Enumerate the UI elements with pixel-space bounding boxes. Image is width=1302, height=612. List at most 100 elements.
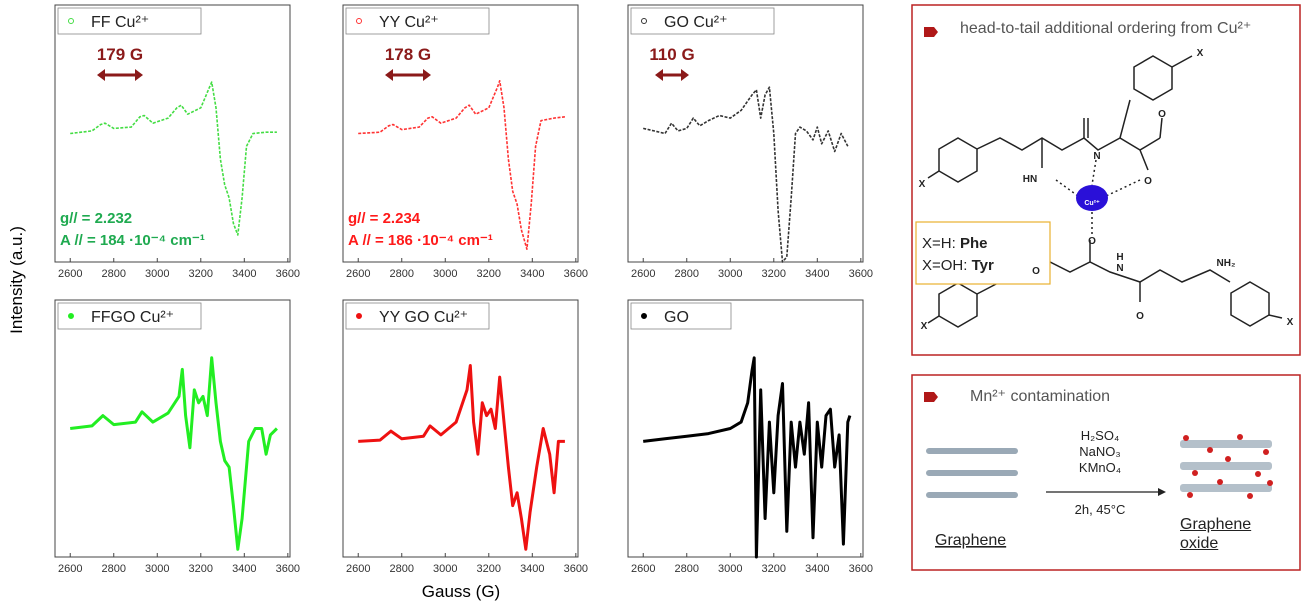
x-tick-label: 2800: [675, 268, 699, 280]
plot-frame: [342, 4, 579, 263]
key-line: X=H: Phe: [922, 235, 987, 252]
atom-label: N: [1093, 151, 1100, 162]
plot-frame: [627, 4, 864, 263]
x-tick-label: 2600: [346, 563, 370, 575]
graphene-oxide-image: [1180, 434, 1273, 499]
coordination-bonds: [1055, 159, 1141, 235]
panel-border: [911, 4, 1301, 356]
g-factor: g// = 2.232: [60, 210, 132, 227]
x-tick-label: 3600: [276, 563, 300, 575]
reagent: H₂SO₄: [1081, 428, 1120, 443]
x-tick-label: 3400: [805, 268, 829, 280]
plot-frame: [54, 299, 291, 558]
x-tick-label: 2600: [631, 268, 655, 280]
atom-label: Cu²⁺: [1084, 200, 1100, 207]
spectrum: [643, 356, 852, 559]
legend-box: [630, 7, 775, 35]
x-tick-label: 2800: [102, 563, 126, 575]
x-tick-label: 2800: [675, 563, 699, 575]
spacing-label: 179 G: [97, 45, 143, 64]
legend-label: GO Cu²⁺: [664, 14, 728, 31]
key-part: Phe: [960, 235, 988, 252]
key-box: [915, 221, 1051, 285]
x-tick-label: 3400: [520, 563, 544, 575]
x-tick-label: 3000: [433, 268, 457, 280]
legend-label: YY GO Cu²⁺: [379, 309, 468, 326]
x-tick-label: 3200: [477, 563, 501, 575]
spectrum: [70, 356, 278, 551]
legend-marker: [641, 18, 647, 24]
legend-marker: [356, 18, 362, 24]
key-line: X=OH: Tyr: [922, 257, 994, 274]
plot-frame: [342, 299, 579, 558]
x-tick-label: 3600: [564, 268, 588, 280]
spacing-label: 178 G: [385, 45, 431, 64]
spectrum: [358, 364, 565, 551]
x-tick-label: 2600: [58, 268, 82, 280]
a-factor: A // = 186 ·10⁻⁴ cm⁻¹: [348, 232, 493, 249]
atom-label: O: [1158, 109, 1166, 120]
arrow-head: [1158, 488, 1166, 496]
x-tick-label: 3600: [564, 563, 588, 575]
x-tick-label: 2600: [631, 563, 655, 575]
atom-label: O: [1144, 176, 1152, 187]
x-tick-label: 3200: [189, 268, 213, 280]
ordering-panel: [911, 4, 1301, 356]
conditions: 2h, 45°C: [1075, 502, 1126, 517]
x-tick-label: 3200: [762, 563, 786, 575]
legend-label: FF Cu²⁺: [91, 14, 149, 31]
spectrum: [70, 81, 277, 236]
x-tick-label: 3000: [718, 563, 742, 575]
atom-label: O: [1032, 266, 1040, 277]
bullet: [924, 392, 938, 402]
x-tick-label: 3400: [232, 563, 256, 575]
spectrum: [643, 86, 849, 263]
atom-label: X: [1197, 48, 1204, 59]
key-part: X=H:: [922, 235, 960, 252]
x-tick-label: 3200: [477, 268, 501, 280]
g-factor: g// = 2.234: [348, 210, 421, 227]
atom-label: N: [1116, 263, 1123, 274]
reagent: KMnO₄: [1079, 460, 1121, 475]
x-tick-label: 2600: [58, 563, 82, 575]
legend-marker: [641, 313, 647, 319]
x-tick-label: 3200: [189, 563, 213, 575]
x-tick-label: 3200: [762, 268, 786, 280]
atom-label: X: [921, 321, 928, 332]
atom-label: HN: [1023, 174, 1037, 185]
mn-panel: [911, 374, 1301, 571]
x-tick-label: 3600: [849, 563, 873, 575]
mn-title: Mn²⁺ contamination: [970, 388, 1110, 405]
x-tick-label: 3400: [520, 268, 544, 280]
ordering-title-wrap: head-to-tail additional ordering from Cu…: [960, 20, 1251, 37]
atom-label: X: [1287, 317, 1294, 328]
x-tick-label: 3000: [433, 563, 457, 575]
graphene-image: [926, 448, 1018, 498]
x-tick-label: 3000: [145, 268, 169, 280]
legend-label: YY Cu²⁺: [379, 14, 439, 31]
x-tick-label: 2600: [346, 268, 370, 280]
panel-border: [911, 374, 1301, 571]
legend-box: [57, 302, 202, 330]
legend-box: [345, 7, 490, 35]
a-factor: A // = 184 ·10⁻⁴ cm⁻¹: [60, 232, 205, 249]
product-label: Graphene oxide: [1180, 516, 1252, 552]
arrow-head: [655, 69, 689, 81]
legend-marker: [68, 313, 74, 319]
x-tick-label: 3400: [805, 563, 829, 575]
atom-label: O: [1136, 311, 1144, 322]
start-label: Graphene: [935, 532, 1006, 549]
atom-label: NH₂: [1217, 258, 1236, 269]
legend-box: [57, 7, 202, 35]
x-tick-label: 3400: [232, 268, 256, 280]
legend-box: [630, 302, 732, 330]
legend-label: FFGO Cu²⁺: [91, 309, 174, 326]
legend-marker: [356, 313, 362, 319]
reagent: NaNO₃: [1079, 444, 1120, 459]
key-part: X=OH:: [922, 257, 972, 274]
legend-marker: [68, 18, 74, 24]
x-tick-label: 3000: [145, 563, 169, 575]
plot-frame: [627, 299, 864, 558]
x-tick-label: 2800: [102, 268, 126, 280]
